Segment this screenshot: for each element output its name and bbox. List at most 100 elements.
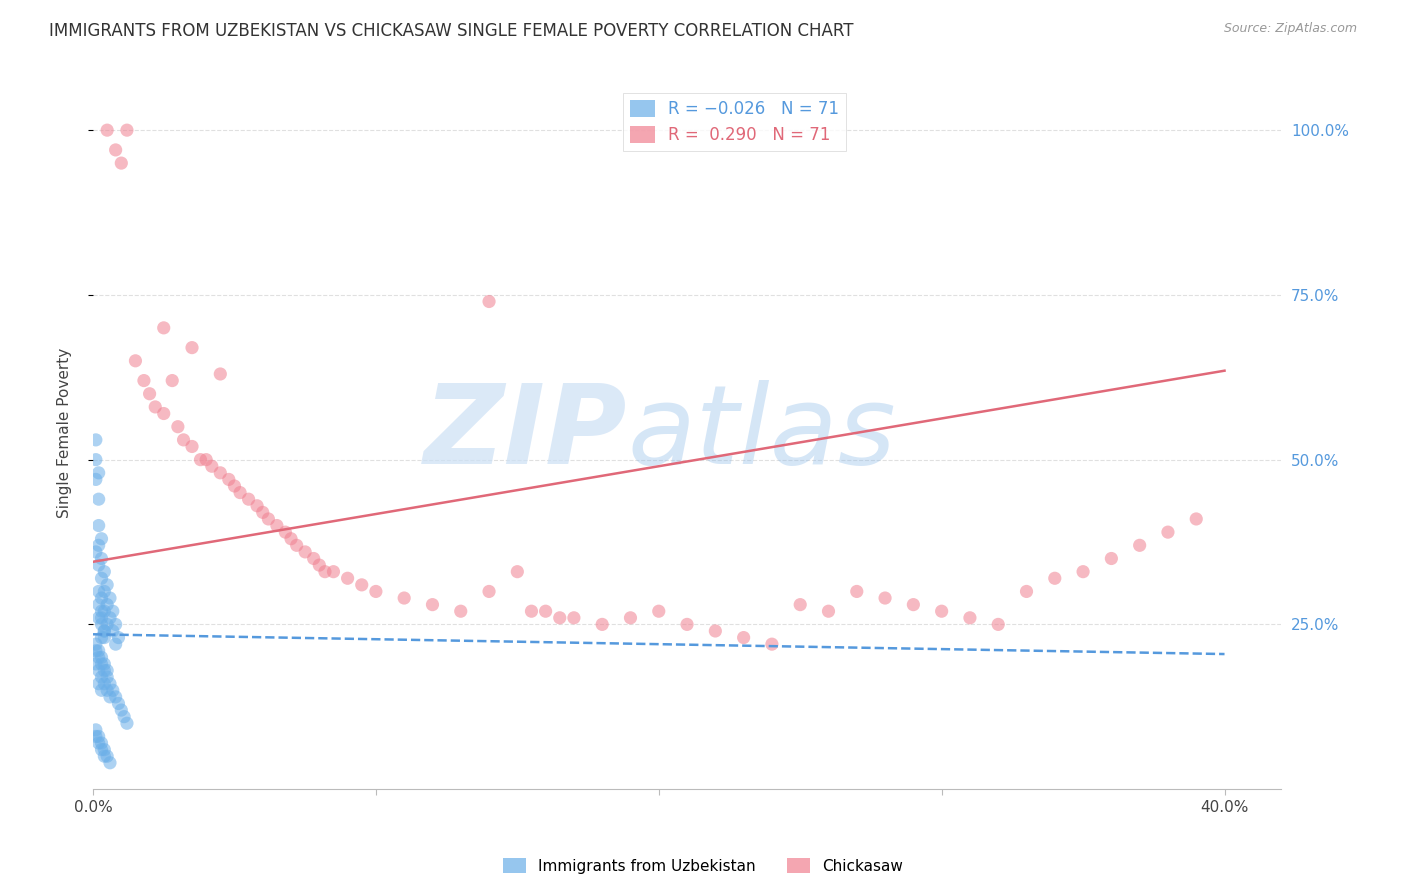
- Point: [98, 676, 121, 690]
- Point: [98, 611, 121, 625]
- Point: [845, 584, 868, 599]
- Point: [224, 479, 246, 493]
- Point: [195, 452, 218, 467]
- Text: atlas: atlas: [627, 380, 896, 487]
- Point: [101, 683, 124, 698]
- Point: [96, 664, 118, 678]
- Point: [132, 374, 155, 388]
- Point: [98, 756, 121, 770]
- Point: [1099, 551, 1122, 566]
- Point: [422, 598, 444, 612]
- Point: [1129, 538, 1152, 552]
- Point: [143, 400, 166, 414]
- Point: [987, 617, 1010, 632]
- Point: [115, 716, 138, 731]
- Point: [96, 670, 118, 684]
- Point: [96, 749, 118, 764]
- Point: [138, 386, 160, 401]
- Point: [336, 571, 359, 585]
- Point: [218, 472, 240, 486]
- Point: [90, 736, 112, 750]
- Legend: R = −0.026   N = 71, R =  0.290   N = 71: R = −0.026 N = 71, R = 0.290 N = 71: [623, 93, 846, 151]
- Legend: Immigrants from Uzbekistan, Chickasaw: Immigrants from Uzbekistan, Chickasaw: [498, 852, 908, 880]
- Point: [84, 433, 107, 447]
- Point: [364, 584, 387, 599]
- Point: [93, 742, 115, 756]
- Point: [90, 571, 112, 585]
- Point: [285, 538, 308, 552]
- Point: [209, 466, 232, 480]
- Point: [789, 598, 811, 612]
- Point: [959, 611, 981, 625]
- Point: [93, 749, 115, 764]
- Point: [84, 657, 107, 671]
- Point: [87, 730, 110, 744]
- Point: [1015, 584, 1038, 599]
- Point: [84, 723, 107, 737]
- Point: [152, 321, 174, 335]
- Point: [87, 676, 110, 690]
- Point: [93, 565, 115, 579]
- Point: [648, 604, 671, 618]
- Point: [87, 538, 110, 552]
- Point: [257, 512, 280, 526]
- Point: [190, 452, 212, 467]
- Point: [98, 690, 121, 704]
- Point: [308, 558, 330, 573]
- Y-axis label: Single Female Poverty: Single Female Poverty: [58, 348, 72, 518]
- Point: [101, 624, 124, 638]
- Point: [87, 598, 110, 612]
- Point: [84, 730, 107, 744]
- Point: [229, 485, 252, 500]
- Point: [676, 617, 699, 632]
- Point: [450, 604, 472, 618]
- Point: [252, 505, 274, 519]
- Point: [478, 584, 501, 599]
- Point: [84, 472, 107, 486]
- Point: [101, 604, 124, 618]
- Point: [201, 459, 224, 474]
- Point: [124, 353, 146, 368]
- Point: [87, 644, 110, 658]
- Point: [314, 565, 336, 579]
- Point: [87, 558, 110, 573]
- Point: [93, 584, 115, 599]
- Text: ZIP: ZIP: [425, 380, 627, 487]
- Point: [84, 644, 107, 658]
- Point: [392, 591, 415, 605]
- Point: [84, 637, 107, 651]
- Point: [110, 703, 132, 717]
- Point: [96, 617, 118, 632]
- Point: [246, 499, 269, 513]
- Point: [90, 650, 112, 665]
- Point: [90, 742, 112, 756]
- Point: [107, 697, 129, 711]
- Point: [90, 617, 112, 632]
- Point: [238, 492, 260, 507]
- Point: [294, 545, 316, 559]
- Point: [93, 631, 115, 645]
- Point: [903, 598, 925, 612]
- Point: [520, 604, 543, 618]
- Point: [562, 611, 585, 625]
- Point: [181, 440, 204, 454]
- Point: [478, 294, 501, 309]
- Point: [167, 419, 190, 434]
- Point: [1157, 525, 1180, 540]
- Point: [931, 604, 953, 618]
- Point: [90, 591, 112, 605]
- Point: [107, 631, 129, 645]
- Point: [104, 617, 127, 632]
- Point: [90, 611, 112, 625]
- Point: [1185, 512, 1208, 526]
- Point: [302, 551, 325, 566]
- Point: [90, 631, 112, 645]
- Point: [96, 123, 118, 137]
- Point: [87, 650, 110, 665]
- Point: [90, 604, 112, 618]
- Point: [87, 664, 110, 678]
- Point: [87, 736, 110, 750]
- Point: [591, 617, 613, 632]
- Point: [110, 156, 132, 170]
- Point: [209, 367, 232, 381]
